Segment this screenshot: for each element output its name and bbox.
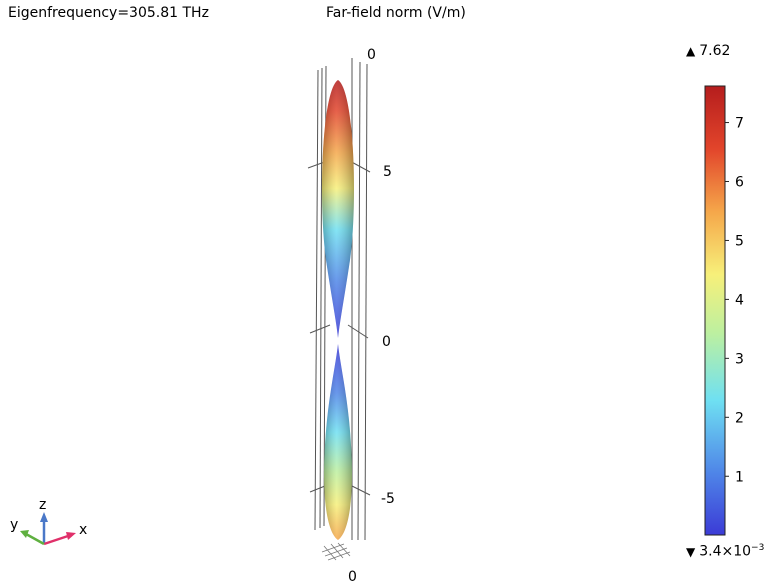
- colorbar-max-value: 7.62: [699, 43, 731, 59]
- colorbar-tick-label: 3: [735, 351, 744, 367]
- colorbar-tick-label: 1: [735, 469, 744, 485]
- colorbar-tick-label: 4: [735, 292, 744, 308]
- colorbar-min-exponent: −3: [751, 543, 765, 553]
- axis-tick-top: 0: [367, 47, 376, 63]
- eigenfrequency-title: Eigenfrequency=305.81 THz: [8, 5, 209, 21]
- triad-label-x: x: [79, 522, 87, 538]
- triad-label-y: y: [10, 517, 18, 533]
- axis-tick-0: 0: [382, 334, 391, 350]
- colorbar-min-base: 3.4×10: [699, 543, 752, 560]
- axis-tick-neg5: -5: [381, 491, 395, 507]
- x-axis-arrow: [43, 534, 69, 546]
- colorbar-tick-label: 6: [735, 174, 744, 190]
- colorbar: 1 2 3 4 5 6 7: [704, 85, 744, 536]
- colorbar-tick-label: 7: [735, 116, 744, 132]
- colorbar-min-label: ▼ 3.4×10−3: [686, 543, 764, 560]
- min-triangle-icon: ▼: [686, 544, 696, 559]
- x-arrowhead-icon: [66, 532, 76, 540]
- y-arrowhead-icon: [20, 530, 29, 538]
- z-arrowhead-icon: [40, 512, 48, 522]
- bottom-grid-patch: [321, 542, 351, 561]
- axis-tick-5: 5: [383, 164, 392, 180]
- colorbar-tick-label: 5: [735, 233, 744, 249]
- axis-triad[interactable]: z x y: [10, 497, 87, 546]
- max-triangle-icon: ▲: [686, 44, 696, 58]
- triad-label-z: z: [39, 497, 46, 513]
- colorbar-tick-label: 2: [735, 410, 744, 426]
- y-axis-arrow: [25, 532, 45, 546]
- colorbar-max-label: ▲ 7.62: [686, 43, 730, 59]
- axis-tick-bottom: 0: [348, 569, 357, 584]
- far-field-surface: [322, 80, 354, 540]
- plot-title: Far-field norm (V/m): [326, 5, 466, 21]
